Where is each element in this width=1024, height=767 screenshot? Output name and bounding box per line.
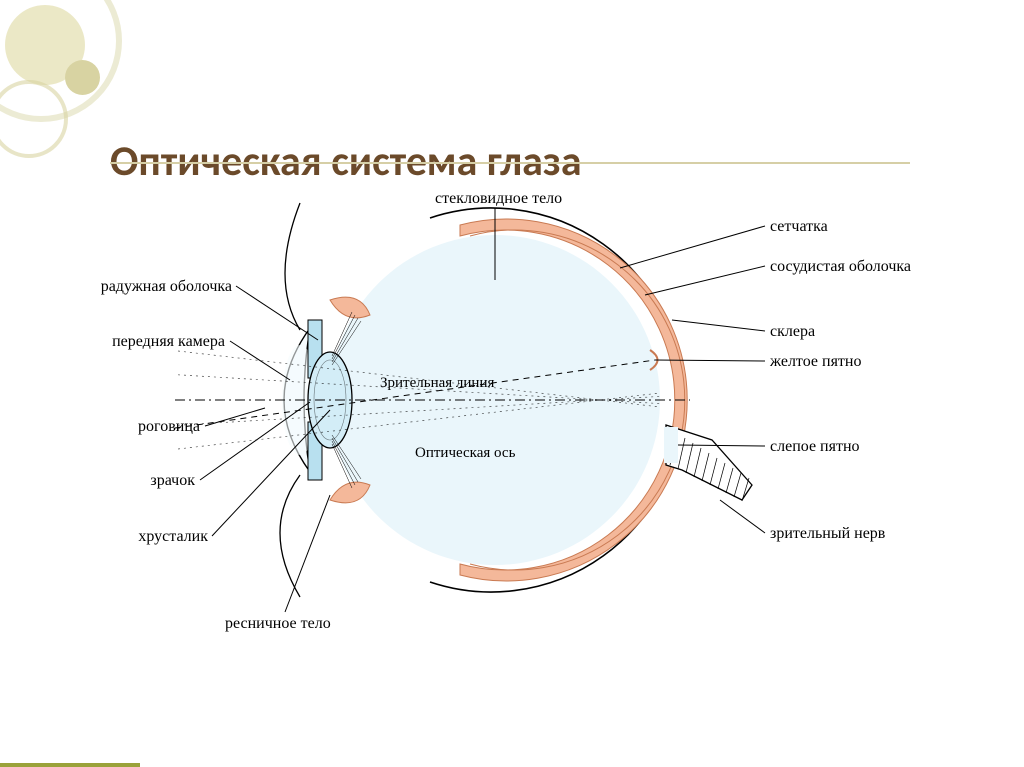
- label-retina: сетчатка: [770, 218, 828, 236]
- label-sclera: склера: [770, 323, 815, 341]
- label-ciliary: ресничное тело: [225, 615, 331, 633]
- label-optic-nerve: зрительный нерв: [770, 525, 885, 543]
- label-cornea: роговица: [120, 418, 200, 436]
- label-anterior: передняя камера: [95, 333, 225, 351]
- footer-bar: [0, 745, 1024, 767]
- label-iris: радужная оболочка: [92, 278, 232, 296]
- label-macula: желтое пятно: [770, 353, 861, 371]
- label-optical-axis: Оптическая ось: [415, 445, 515, 462]
- label-choroid: сосудистая оболочка: [770, 258, 911, 276]
- label-pupil: зрачок: [135, 472, 195, 490]
- label-lens: хрусталик: [128, 528, 208, 546]
- label-blind-spot: слепое пятно: [770, 438, 860, 456]
- eye-diagram: [0, 0, 1024, 767]
- label-vitreous-body: стекловидное тело: [435, 190, 562, 208]
- label-visual-axis: Зрительная линия: [380, 375, 494, 392]
- slide: Оптическая система глаза стекловидное те…: [0, 0, 1024, 767]
